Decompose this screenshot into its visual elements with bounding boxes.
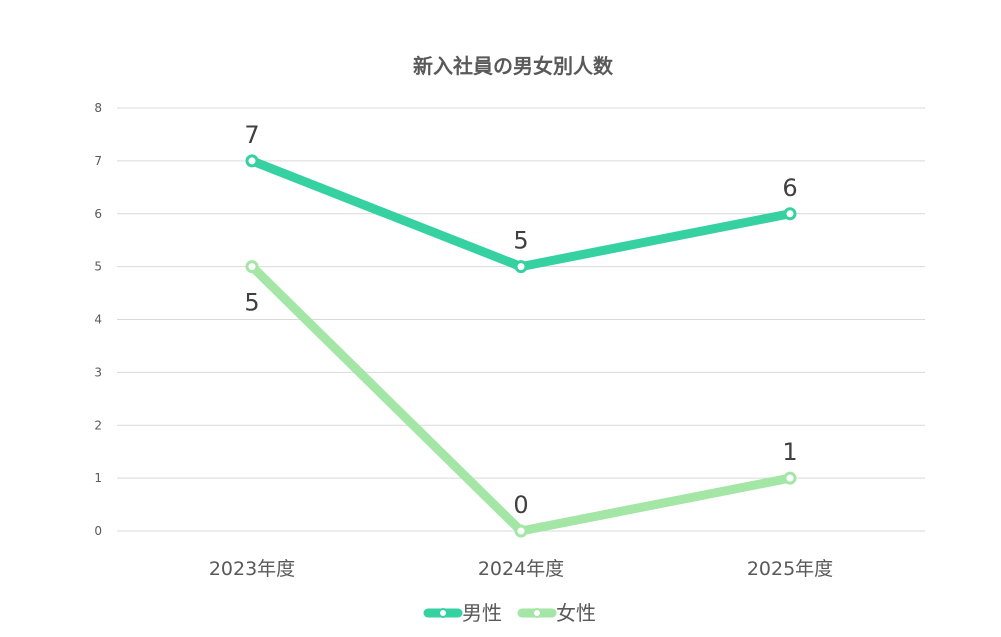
data-label: 7 [244,121,259,149]
data-label: 6 [782,174,797,202]
y-tick-label: 2 [94,418,102,432]
data-point [783,207,797,221]
y-tick-label: 3 [94,365,102,379]
legend-marker [438,608,448,618]
x-tick-label: 2023年度 [209,558,295,580]
data-point [514,524,528,538]
y-tick-label: 1 [94,471,102,485]
x-tick-label: 2025年度 [747,558,833,580]
data-label: 5 [244,289,259,317]
data-point [245,154,259,168]
legend-label: 男性 [462,601,502,625]
data-point [514,260,528,274]
y-tick-label: 7 [94,154,102,168]
data-label: 5 [513,227,528,255]
data-point [783,471,797,485]
data-point [245,260,259,274]
y-tick-label: 4 [94,313,102,327]
x-tick-label: 2024年度 [478,558,564,580]
y-tick-label: 0 [94,524,102,538]
chart-title: 新入社員の男女別人数 [413,54,614,78]
legend-label: 女性 [556,601,596,625]
y-tick-label: 5 [94,260,102,274]
y-tick-label: 6 [94,207,102,221]
data-label: 0 [513,491,528,519]
data-label: 1 [782,438,797,466]
y-tick-label: 8 [94,101,102,115]
legend-marker [532,608,542,618]
